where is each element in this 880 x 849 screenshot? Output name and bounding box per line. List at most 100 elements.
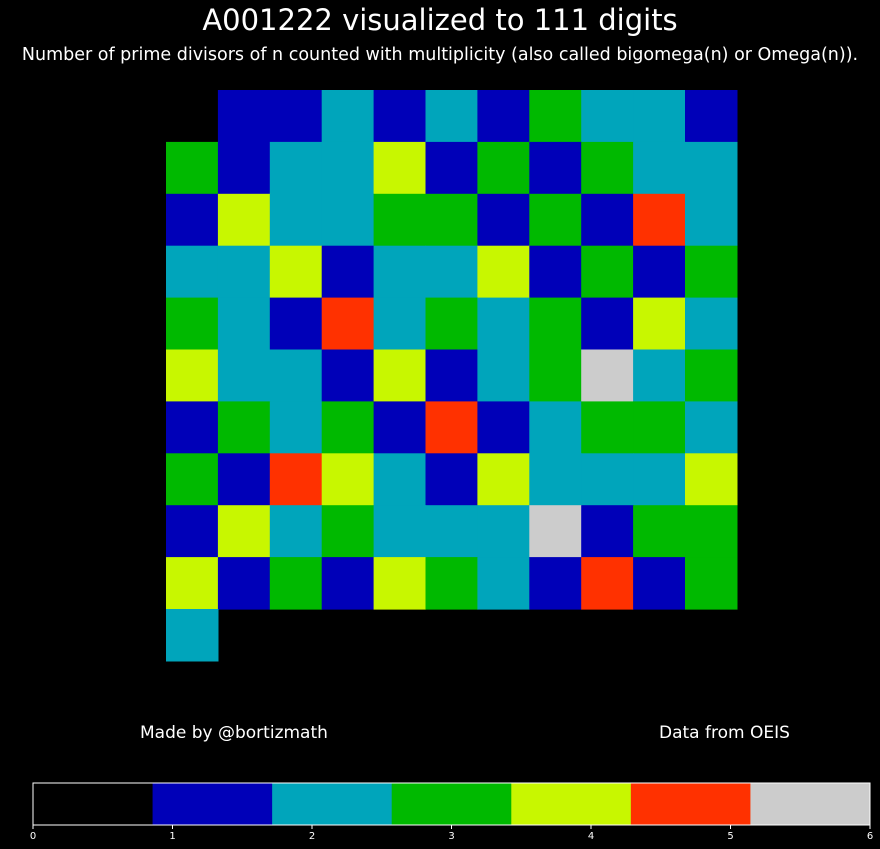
heatmap-cell [269,557,323,610]
heatmap-cell [269,193,323,247]
heatmap-cell [581,401,634,454]
heatmap-cell [166,453,219,506]
heatmap-cell [373,349,427,402]
heatmap-cell [685,557,738,610]
heatmap-cell [581,245,634,299]
heatmap-cell [166,349,219,402]
chart-title: A001222 visualized to 111 digits [202,3,678,37]
colorbar-segment [33,783,154,825]
heatmap-cell [685,245,738,299]
heatmap-cell [477,401,530,454]
heatmap-cell [373,297,427,351]
heatmap-cell [373,557,427,610]
heatmap-cell [633,401,686,454]
heatmap-cell [581,193,634,247]
heatmap-cell [425,557,478,610]
heatmap-cell [373,193,427,247]
heatmap-grid [166,90,738,662]
heatmap-cell [633,505,686,558]
heatmap-cell [373,505,427,558]
heatmap-cell [477,141,530,195]
heatmap-cell [477,557,530,610]
colorbar-segment [630,783,751,825]
heatmap-cell [269,297,323,351]
heatmap-cell [685,401,738,454]
heatmap-cell [581,453,634,506]
heatmap-cell [425,453,478,506]
heatmap-cell [373,453,427,506]
heatmap-cell [166,401,219,454]
heatmap-cell [633,557,686,610]
heatmap-cell [633,349,686,402]
heatmap-cell [633,297,686,351]
heatmap-cell [477,453,530,506]
heatmap-cell [166,141,219,195]
chart-subtitle: Number of prime divisors of n counted wi… [21,45,859,65]
heatmap-cell [581,141,634,195]
heatmap-cell [529,297,582,351]
heatmap-cell [477,245,530,299]
heatmap-cell [321,557,375,610]
heatmap-cell [217,557,271,610]
colorbar-tick-label: 3 [448,831,454,842]
colorbar-segment [750,783,871,825]
colorbar: 0 1 2 3 4 5 6 [30,782,873,842]
heatmap-cell [217,193,271,247]
heatmap-cell [217,453,271,506]
heatmap-cell [217,297,271,351]
colorbar-segment [511,783,632,825]
heatmap-cell [425,401,478,454]
heatmap-cell [217,90,271,143]
colorbar-tick-label: 4 [588,831,594,842]
heatmap-cell [477,297,530,351]
heatmap-cell [321,401,375,454]
colorbar-segment [152,783,273,825]
heatmap-cell [269,349,323,402]
heatmap-cell [581,297,634,351]
heatmap-cell [321,141,375,195]
heatmap-cell [425,193,478,247]
heatmap-cell [217,141,271,195]
heatmap-cell [425,505,478,558]
heatmap-cell [529,193,582,247]
colorbar-tick-label: 2 [309,831,315,842]
author-credit: Made by @bortizmath [140,723,328,743]
heatmap-cell [166,609,219,662]
heatmap-cell [685,90,738,143]
heatmap-cell [321,349,375,402]
heatmap-cell [269,505,323,558]
heatmap-cell [581,505,634,558]
heatmap-cell [633,193,686,247]
heatmap-cell [685,193,738,247]
heatmap-cell [633,453,686,506]
heatmap-cell [166,193,219,247]
heatmap-cell [685,453,738,506]
heatmap-cell [321,90,375,143]
heatmap-cell [217,505,271,558]
heatmap-cell [321,453,375,506]
heatmap-cell [529,453,582,506]
heatmap-cell [321,193,375,247]
colorbar-segment [391,783,512,825]
heatmap-cell [685,297,738,351]
heatmap-cell [166,557,219,610]
heatmap-cell [477,349,530,402]
heatmap-cell [269,141,323,195]
heatmap-cell [321,297,375,351]
heatmap-cell [269,401,323,454]
colorbar-tick-label: 1 [169,831,175,842]
heatmap-cell [425,141,478,195]
heatmap-cell [529,141,582,195]
heatmap-cell [477,90,530,143]
heatmap-cell [217,349,271,402]
heatmap-cell [373,141,427,195]
heatmap-cell [425,245,478,299]
heatmap-cell [633,245,686,299]
heatmap-cell [166,505,219,558]
data-source-credit: Data from OEIS [659,723,790,743]
heatmap-cell [633,141,686,195]
heatmap-cell [685,141,738,195]
colorbar-tick-label: 0 [30,831,36,842]
heatmap-cell [425,297,478,351]
heatmap-cell [581,90,634,143]
